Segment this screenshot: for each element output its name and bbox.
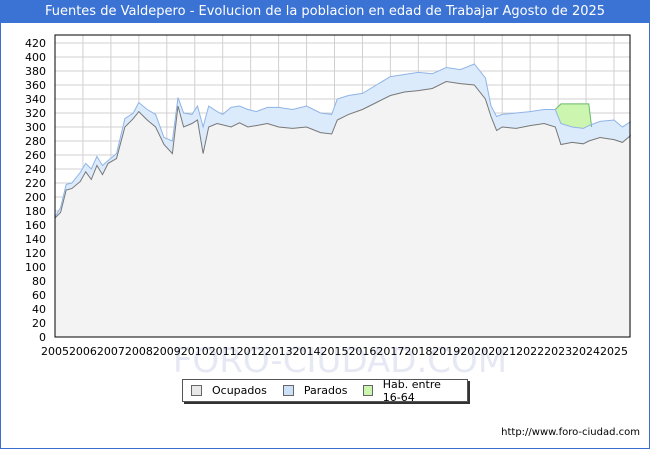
svg-text:20: 20 bbox=[32, 317, 46, 330]
svg-text:360: 360 bbox=[25, 79, 46, 92]
svg-text:120: 120 bbox=[25, 247, 46, 260]
legend-item-parados: Parados bbox=[282, 384, 348, 397]
svg-text:2016: 2016 bbox=[348, 345, 376, 358]
legend-label: Ocupados bbox=[212, 384, 267, 397]
source-link[interactable]: http://www.foro-ciudad.com bbox=[501, 427, 640, 438]
legend-label: Parados bbox=[303, 384, 348, 397]
legend-item-ocupados: Ocupados bbox=[191, 384, 267, 397]
svg-text:2018: 2018 bbox=[404, 345, 432, 358]
svg-text:100: 100 bbox=[25, 261, 46, 274]
svg-text:2007: 2007 bbox=[97, 345, 125, 358]
svg-text:2009: 2009 bbox=[153, 345, 181, 358]
chart-title: Fuentes de Valdepero - Evolucion de la p… bbox=[0, 0, 650, 23]
svg-text:420: 420 bbox=[25, 37, 46, 50]
legend-item-hab: Hab. entre 16-64 bbox=[363, 378, 459, 404]
swatch-hab-icon bbox=[363, 385, 373, 396]
svg-text:160: 160 bbox=[25, 219, 46, 232]
y-axis: 0204060801001201401601802002202402602803… bbox=[25, 37, 46, 344]
svg-text:80: 80 bbox=[32, 275, 46, 288]
svg-text:40: 40 bbox=[32, 303, 46, 316]
svg-text:260: 260 bbox=[25, 149, 46, 162]
svg-text:2023: 2023 bbox=[544, 345, 572, 358]
swatch-ocupados-icon bbox=[191, 385, 202, 396]
watermark: FORO-CIUDAD.COM bbox=[173, 341, 507, 381]
svg-text:2005: 2005 bbox=[41, 345, 69, 358]
svg-text:0: 0 bbox=[39, 331, 46, 344]
svg-text:2021: 2021 bbox=[488, 345, 516, 358]
svg-text:2006: 2006 bbox=[69, 345, 97, 358]
plot-border bbox=[54, 34, 631, 338]
svg-text:60: 60 bbox=[32, 289, 46, 302]
svg-text:2012: 2012 bbox=[237, 345, 265, 358]
svg-text:140: 140 bbox=[25, 233, 46, 246]
svg-text:320: 320 bbox=[25, 107, 46, 120]
svg-text:2022: 2022 bbox=[516, 345, 544, 358]
svg-text:2019: 2019 bbox=[432, 345, 460, 358]
x-axis: 2005 2006 2007 2008 2009 2010 2011 2012 2013 2014… bbox=[41, 345, 628, 358]
svg-text:2015: 2015 bbox=[321, 345, 349, 358]
legend: Ocupados Parados Hab. entre 16-64 bbox=[182, 378, 468, 404]
svg-text:200: 200 bbox=[25, 191, 46, 204]
svg-text:2025: 2025 bbox=[600, 345, 628, 358]
svg-text:2020: 2020 bbox=[460, 345, 488, 358]
svg-text:240: 240 bbox=[25, 163, 46, 176]
svg-text:220: 220 bbox=[25, 177, 46, 190]
svg-text:280: 280 bbox=[25, 135, 46, 148]
svg-text:2014: 2014 bbox=[293, 345, 321, 358]
svg-text:2017: 2017 bbox=[376, 345, 404, 358]
svg-text:2024: 2024 bbox=[572, 345, 600, 358]
svg-text:380: 380 bbox=[25, 65, 46, 78]
svg-text:180: 180 bbox=[25, 205, 46, 218]
svg-text:2010: 2010 bbox=[181, 345, 209, 358]
swatch-parados-icon bbox=[282, 385, 294, 396]
legend-label: Hab. entre 16-64 bbox=[382, 377, 441, 404]
svg-text:2013: 2013 bbox=[265, 345, 293, 358]
svg-text:400: 400 bbox=[25, 51, 46, 64]
svg-text:340: 340 bbox=[25, 93, 46, 106]
svg-text:2011: 2011 bbox=[209, 345, 237, 358]
svg-text:2008: 2008 bbox=[125, 345, 153, 358]
series-areas bbox=[54, 63, 632, 338]
svg-text:300: 300 bbox=[25, 121, 46, 134]
